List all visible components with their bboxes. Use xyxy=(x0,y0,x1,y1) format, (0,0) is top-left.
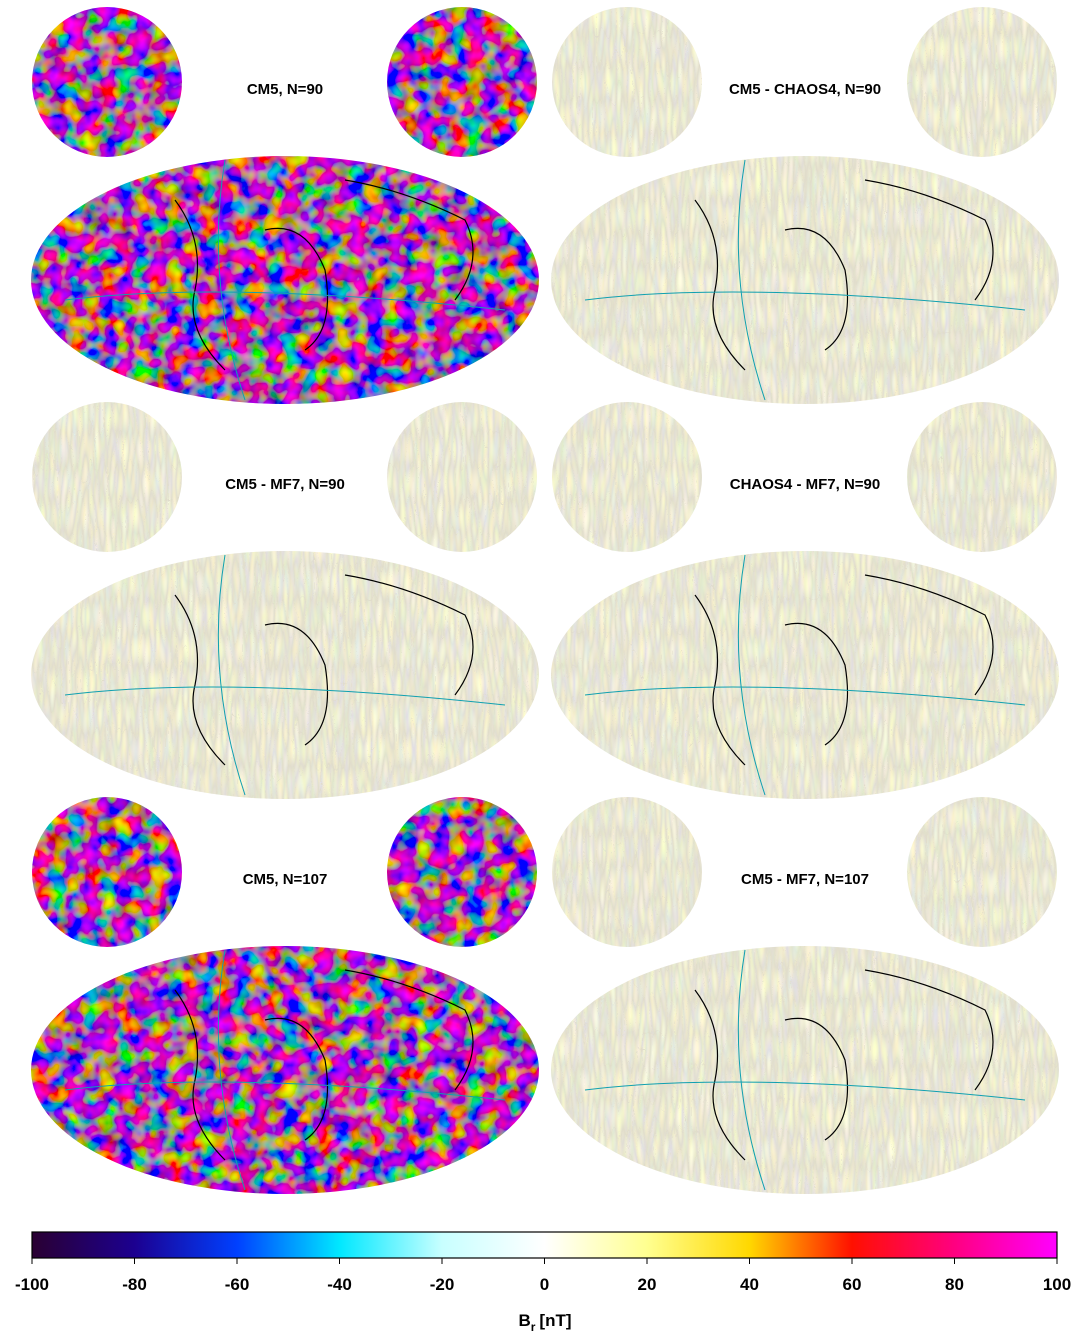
tick-label: -80 xyxy=(122,1275,147,1294)
panel: CM5 - MF7, N=107 xyxy=(551,797,1059,1194)
tick-label: -60 xyxy=(225,1275,250,1294)
panel-title: CM5, N=90 xyxy=(247,81,323,98)
tick-label: 0 xyxy=(540,1275,549,1294)
plate-boundary xyxy=(584,949,1026,1191)
map-fields xyxy=(31,7,539,404)
coastline xyxy=(694,969,994,1161)
panel: CM5 - MF7, N=90 xyxy=(31,402,539,799)
field xyxy=(31,797,539,1194)
field xyxy=(31,402,539,799)
coastline xyxy=(694,574,994,766)
tick-label: 40 xyxy=(740,1275,759,1294)
panel: CM5, N=107 xyxy=(31,797,539,1194)
panel-title: CHAOS4 - MF7, N=90 xyxy=(730,476,880,493)
panel: CM5, N=90 xyxy=(31,7,539,404)
panel: CM5 - CHAOS4, N=90 xyxy=(551,7,1059,404)
field xyxy=(551,7,1059,404)
label-symbol: B xyxy=(518,1311,530,1330)
coastline xyxy=(174,574,474,766)
map-fields xyxy=(551,402,1059,799)
tick-label: 60 xyxy=(843,1275,862,1294)
plate-boundary xyxy=(64,949,506,1191)
map-fields xyxy=(551,797,1059,1194)
tick-label: -100 xyxy=(15,1275,49,1294)
coastline xyxy=(174,179,474,371)
panel-title: CM5 - CHAOS4, N=90 xyxy=(729,81,881,98)
tick-label: 100 xyxy=(1043,1275,1071,1294)
tick-label: -40 xyxy=(327,1275,352,1294)
label-unit: [nT] xyxy=(539,1311,571,1330)
panel-title: CM5 - MF7, N=107 xyxy=(741,871,869,888)
panel-title: CM5 - MF7, N=90 xyxy=(225,476,345,493)
tick-label: -20 xyxy=(430,1275,455,1294)
plate-boundary xyxy=(64,554,506,796)
panel: CHAOS4 - MF7, N=90 xyxy=(551,402,1059,799)
plate-boundary xyxy=(64,159,506,401)
plate-boundary xyxy=(584,159,1026,401)
field xyxy=(551,402,1059,799)
colorbar-ticks: -100 -80 -60 -40 -20 0 20 40 60 80 100 xyxy=(15,1258,1071,1294)
colorbar-label: Br [nT] xyxy=(518,1311,571,1334)
maps: CM5, N=90 CM5 - CHAOS4, N=90 CM5 - MF7, N=… xyxy=(31,7,1059,1194)
panel-title: CM5, N=107 xyxy=(243,871,328,888)
map-fields xyxy=(551,7,1059,404)
colorbar xyxy=(31,1231,1058,1259)
field xyxy=(31,7,539,404)
coastline xyxy=(174,969,474,1161)
label-subscript: r xyxy=(531,1320,536,1334)
tick-label: 80 xyxy=(945,1275,964,1294)
tick-label: 20 xyxy=(638,1275,657,1294)
map-fields xyxy=(31,797,539,1194)
field xyxy=(551,797,1059,1194)
coastline xyxy=(694,179,994,371)
plate-boundary xyxy=(584,554,1026,796)
map-fields xyxy=(31,402,539,799)
